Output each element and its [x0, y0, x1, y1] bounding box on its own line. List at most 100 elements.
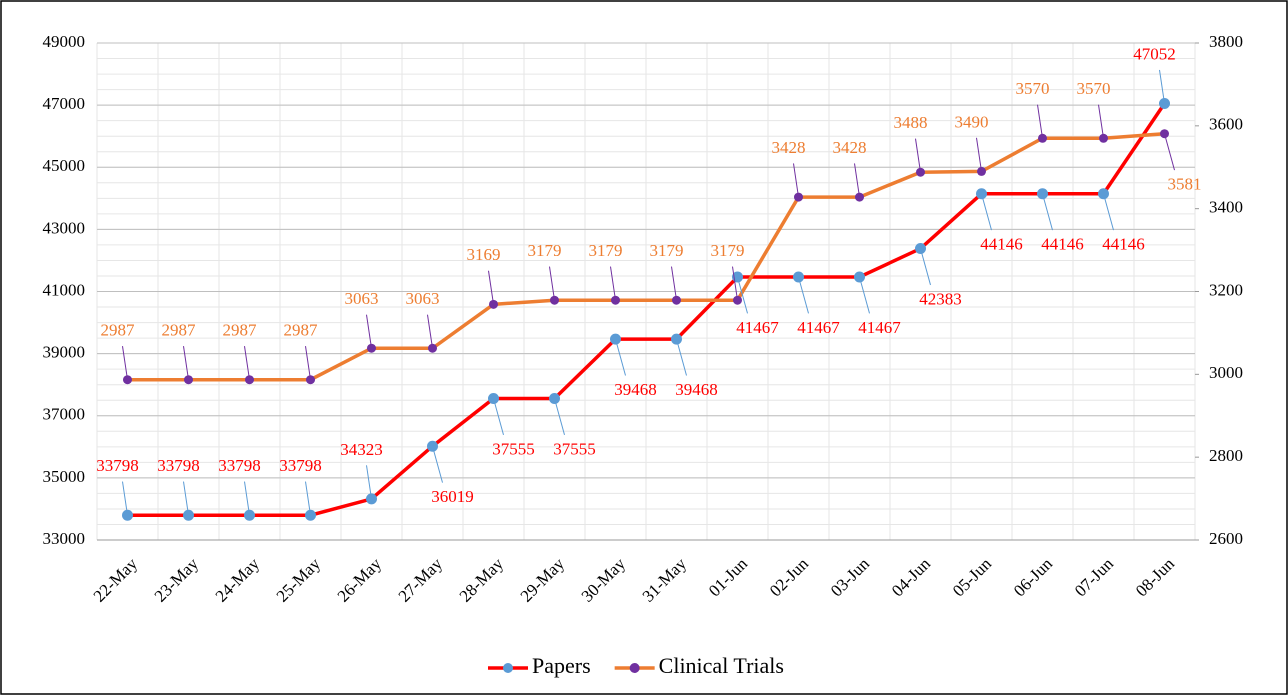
- y2-tick-label: 3000: [1209, 363, 1243, 382]
- leader-line: [798, 276, 809, 314]
- data-label: 36019: [431, 487, 474, 506]
- marker: [244, 509, 255, 521]
- y-tick-label: 49000: [43, 32, 86, 51]
- marker: [794, 192, 803, 202]
- marker: [367, 343, 376, 353]
- leader-line: [920, 248, 931, 286]
- marker: [1099, 133, 1108, 143]
- marker: [1098, 188, 1109, 200]
- data-label: 39468: [614, 380, 657, 399]
- leader-line: [183, 346, 189, 380]
- leader-line: [1042, 193, 1053, 231]
- y-tick-label: 41000: [43, 280, 86, 299]
- marker: [672, 295, 681, 305]
- data-label: 41467: [858, 318, 901, 337]
- data-label: 47052: [1133, 44, 1176, 63]
- data-label: 34323: [340, 440, 383, 459]
- data-label: 2987: [223, 321, 258, 340]
- y2-tick-label: 3600: [1209, 115, 1243, 134]
- y2-tick-label: 3200: [1209, 280, 1243, 299]
- legend-label: Clinical Trials: [659, 653, 784, 678]
- leader-line: [366, 314, 372, 349]
- y2-tick-label: 3800: [1209, 32, 1243, 51]
- marker: [854, 271, 865, 283]
- data-label: 3570: [1016, 79, 1050, 98]
- data-label: 3063: [345, 289, 379, 308]
- marker: [549, 393, 560, 405]
- data-label: 3581: [1168, 175, 1202, 194]
- marker: [488, 393, 499, 405]
- marker: [976, 188, 987, 200]
- data-label: 3179: [711, 241, 745, 260]
- y-tick-label: 47000: [43, 94, 86, 113]
- leader-line: [1037, 104, 1043, 139]
- marker: [610, 333, 621, 345]
- leader-line: [488, 270, 494, 305]
- leader-line: [676, 338, 687, 376]
- marker: [428, 343, 437, 353]
- leader-line: [732, 266, 738, 301]
- data-label: 41467: [736, 318, 779, 337]
- leader-line: [859, 276, 870, 314]
- leader-line: [554, 398, 565, 436]
- data-label: 44146: [980, 235, 1023, 254]
- data-label: 3570: [1077, 79, 1111, 98]
- data-label: 37555: [492, 439, 535, 458]
- marker: [793, 271, 804, 283]
- marker: [1159, 98, 1170, 110]
- leader-line: [1103, 193, 1114, 231]
- data-label: 3179: [650, 241, 684, 260]
- marker: [427, 440, 438, 452]
- leader-line: [549, 266, 555, 301]
- data-label: 33798: [96, 456, 139, 475]
- data-label: 3428: [833, 138, 867, 157]
- data-label: 39468: [675, 380, 718, 399]
- leader-line: [976, 137, 982, 172]
- leader-line: [432, 446, 443, 483]
- leader-line: [615, 338, 626, 376]
- data-label: 37555: [553, 439, 596, 458]
- marker: [671, 333, 682, 345]
- leader-line: [671, 266, 677, 301]
- data-label: 3063: [406, 289, 440, 308]
- marker: [184, 375, 193, 385]
- data-label: 2987: [101, 321, 136, 340]
- data-label: 44146: [1041, 235, 1084, 254]
- marker: [245, 375, 254, 385]
- marker: [915, 243, 926, 255]
- y-tick-label: 37000: [43, 405, 86, 424]
- leader-line: [305, 481, 311, 516]
- series-line: [127, 102, 1166, 517]
- series-line: [127, 131, 1165, 382]
- leader-line: [122, 346, 128, 380]
- leader-line: [981, 193, 992, 231]
- y2-tick-label: 2800: [1209, 446, 1243, 465]
- data-label: 33798: [218, 456, 261, 475]
- leader-line: [305, 346, 311, 380]
- data-label: 44146: [1102, 235, 1145, 254]
- leader-line: [1098, 104, 1104, 139]
- marker: [977, 166, 986, 176]
- marker: [183, 509, 194, 521]
- leader-line: [183, 481, 189, 516]
- leader-line: [793, 163, 799, 198]
- leader-line: [427, 314, 433, 349]
- leader-line: [854, 163, 860, 198]
- leader-line: [1159, 69, 1165, 104]
- legend-marker: [629, 663, 640, 673]
- y-tick-label: 35000: [43, 467, 86, 486]
- leader-line: [1164, 133, 1175, 171]
- marker: [916, 167, 925, 177]
- data-label: 3428: [772, 138, 806, 157]
- legend-marker: [503, 663, 513, 673]
- data-label: 42383: [919, 289, 962, 308]
- legend-label: Papers: [532, 653, 591, 678]
- data-label: 33798: [157, 456, 200, 475]
- marker: [855, 192, 864, 202]
- leader-line: [493, 398, 504, 436]
- marker: [366, 493, 377, 505]
- y2-tick-label: 2600: [1209, 529, 1243, 548]
- marker: [123, 375, 132, 385]
- data-label: 41467: [797, 318, 840, 337]
- y-tick-label: 43000: [43, 218, 86, 237]
